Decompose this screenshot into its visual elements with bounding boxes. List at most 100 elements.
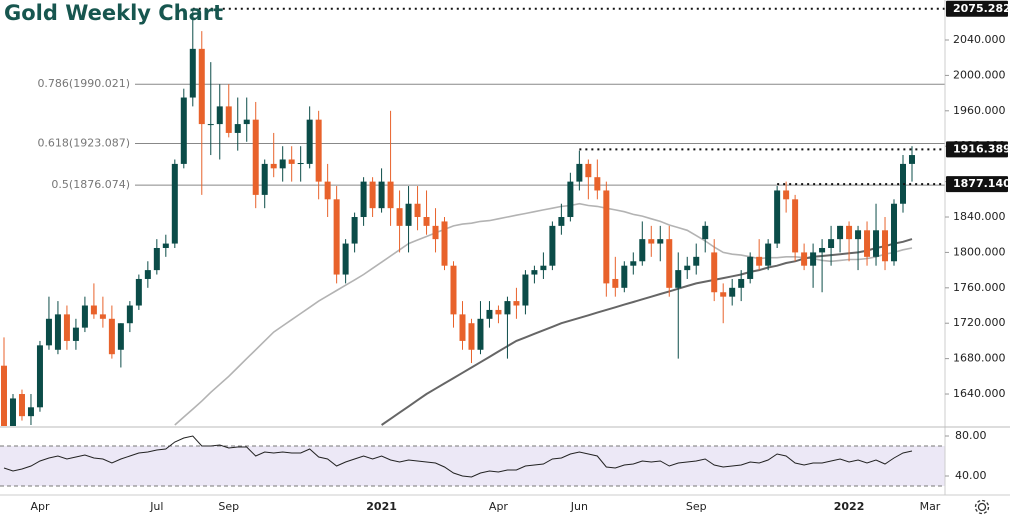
- candle-body: [243, 119, 250, 125]
- rsi-tick-label: 40.00: [955, 469, 987, 482]
- candle-body: [603, 190, 610, 284]
- rsi-band: [0, 446, 945, 486]
- candle-body: [900, 163, 906, 204]
- candle-body: [81, 305, 88, 328]
- candle-body: [198, 48, 205, 125]
- candle-body: [306, 119, 313, 164]
- candle-body: [531, 270, 538, 275]
- y-tick-label: 1840.000: [953, 210, 1006, 223]
- price-marker-label: 1877.140: [953, 177, 1010, 190]
- rsi-tick-label: 80.00: [955, 429, 987, 442]
- chart-title: Gold Weekly Chart: [4, 1, 223, 25]
- candle-body: [36, 345, 43, 408]
- candle-body: [738, 278, 745, 288]
- candle-body: [405, 203, 412, 226]
- candle-body: [333, 199, 340, 275]
- candle-body: [873, 230, 880, 257]
- candle-body: [837, 225, 844, 240]
- y-tick-label: 2040.000: [953, 33, 1006, 46]
- candle-body: [576, 163, 583, 182]
- candle-body: [270, 163, 277, 169]
- candle-body: [828, 239, 835, 248]
- candle-body: [288, 159, 295, 164]
- candle-body: [72, 327, 79, 341]
- price-marker-box: [946, 141, 1008, 158]
- candle-body: [378, 181, 385, 209]
- candle-body: [144, 270, 151, 279]
- candle-body: [153, 247, 160, 271]
- candle-body: [540, 265, 547, 271]
- candle-body: [477, 318, 484, 350]
- x-tick-label: Jun: [570, 500, 588, 513]
- candle-body: [891, 203, 898, 262]
- candle-body: [261, 163, 268, 195]
- candle-body: [54, 314, 61, 350]
- candle-body: [711, 252, 718, 293]
- candle-body: [90, 305, 97, 315]
- candle-body: [648, 239, 655, 244]
- candle-body: [234, 124, 241, 133]
- candle-body: [252, 119, 259, 195]
- candle-body: [279, 159, 286, 169]
- candle-body: [225, 106, 232, 133]
- candle-body: [315, 119, 322, 182]
- candle-body: [882, 230, 889, 262]
- candle-body: [207, 124, 214, 126]
- candle-body: [18, 394, 25, 417]
- candle-body: [819, 247, 826, 253]
- candle-body: [792, 199, 799, 253]
- candle-body: [747, 256, 754, 279]
- candle-body: [486, 309, 493, 319]
- candle-body: [657, 239, 664, 244]
- candle-body: [801, 252, 808, 266]
- candle-body: [297, 163, 304, 165]
- candle-body: [414, 203, 421, 218]
- x-tick-label: Jul: [149, 500, 163, 513]
- price-marker-box: [946, 176, 1008, 193]
- y-tick-label: 1960.000: [953, 104, 1006, 117]
- moving-average: [174, 202, 913, 426]
- candle-body: [360, 181, 367, 218]
- candle-body: [162, 243, 169, 248]
- fib-label: 0.786(1990.021): [37, 77, 130, 90]
- candle-body: [522, 274, 529, 306]
- candle-body: [369, 181, 376, 209]
- candle-body: [756, 256, 763, 266]
- candle-body: [324, 181, 331, 200]
- candle-body: [765, 243, 772, 266]
- candle-body: [675, 270, 682, 288]
- candle-body: [171, 163, 178, 244]
- candle-body: [855, 230, 862, 240]
- candle-body: [774, 190, 781, 244]
- candle-body: [639, 239, 646, 262]
- settings-icon[interactable]: [974, 499, 990, 515]
- candle-body: [558, 217, 565, 226]
- candle-body: [594, 177, 601, 191]
- candle-body: [846, 225, 853, 240]
- rsi-line: [3, 435, 913, 478]
- candle-body: [666, 239, 673, 288]
- candle-body: [864, 230, 871, 257]
- y-tick-label: 1720.000: [953, 316, 1006, 329]
- candle-body: [612, 278, 619, 288]
- x-tick-label: Sep: [686, 500, 707, 513]
- candle-body: [549, 225, 556, 266]
- price-marker-label: 1916.389: [953, 142, 1010, 155]
- candle-body: [126, 305, 133, 324]
- y-tick-label: 1800.000: [953, 245, 1006, 258]
- candle-body: [99, 314, 106, 319]
- price-marker-box: [946, 0, 1008, 17]
- candle-body: [63, 314, 70, 341]
- candle-body: [621, 265, 628, 288]
- x-tick-label: Mar: [920, 500, 941, 513]
- fib-label: 0.5(1876.074): [51, 178, 130, 191]
- candle-body: [720, 292, 727, 297]
- price-pane: 0.786(1990.021) 0.618(1923.087) 0.5(1876.0…: [1, 7, 945, 426]
- y-tick-label: 1760.000: [953, 281, 1006, 294]
- candle-body: [432, 225, 439, 240]
- x-tick-label: 2022: [834, 500, 865, 513]
- candle-body: [729, 287, 736, 297]
- candle-body: [810, 252, 817, 266]
- candle-body: [1, 365, 7, 426]
